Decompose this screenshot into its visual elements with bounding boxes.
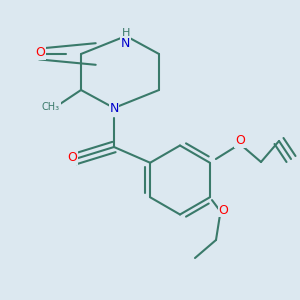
- Text: N: N: [109, 101, 119, 115]
- Text: O: O: [235, 134, 245, 148]
- Text: O: O: [219, 203, 228, 217]
- Text: O: O: [67, 151, 77, 164]
- Text: O: O: [36, 46, 45, 59]
- Text: CH₃: CH₃: [42, 101, 60, 112]
- Text: N: N: [121, 37, 130, 50]
- Text: H: H: [122, 28, 130, 38]
